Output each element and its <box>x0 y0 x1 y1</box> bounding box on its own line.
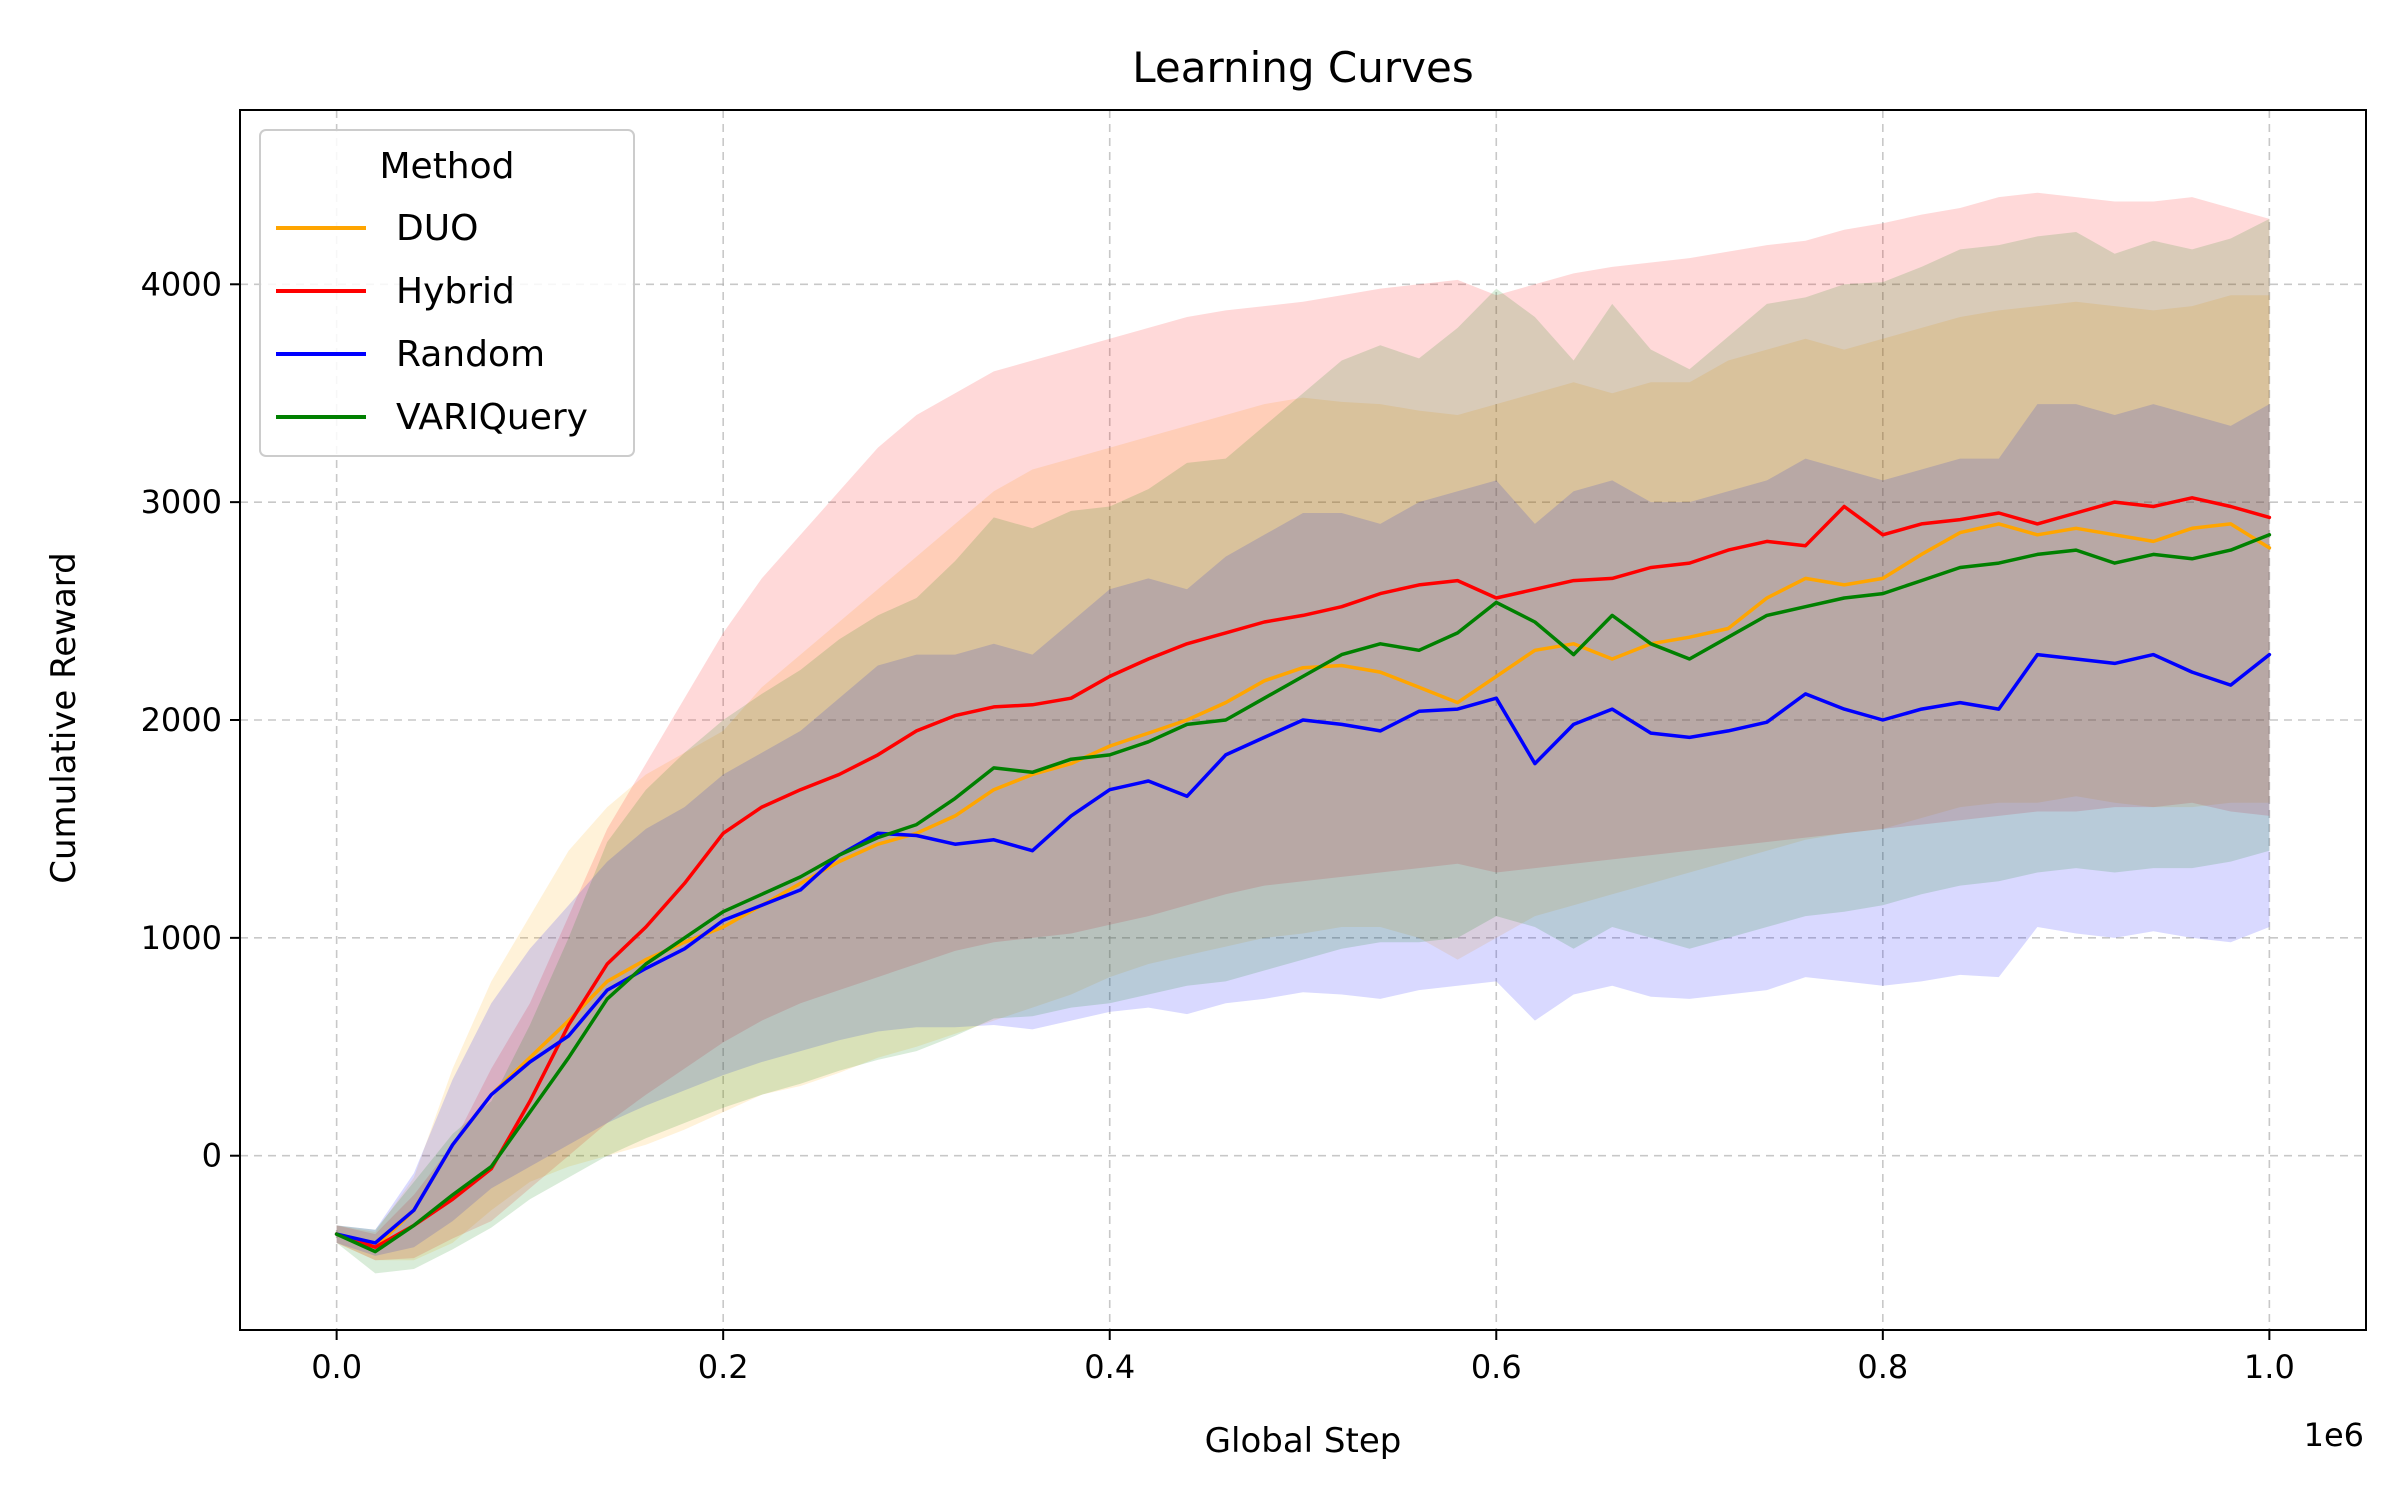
chart-title: Learning Curves <box>1132 43 1473 92</box>
hybrid-band <box>336 192 2270 1261</box>
duo-band <box>336 295 2270 1261</box>
hybrid-line <box>334 496 2272 1249</box>
y-tick-label: 0 <box>202 1137 222 1175</box>
legend-label-random: Random <box>396 334 545 375</box>
x-axis-offset-label: 1e6 <box>2304 1416 2364 1454</box>
random-line <box>334 652 2272 1245</box>
y-tick-label: 2000 <box>141 701 222 739</box>
legend-label-hybrid: Hybrid <box>396 271 515 312</box>
y-tick-label: 4000 <box>141 265 222 303</box>
y-tick-label: 3000 <box>141 483 222 521</box>
x-axis-title: Global Step <box>1205 1421 1402 1461</box>
x-tick-label: 0.2 <box>698 1348 749 1386</box>
legend-entries: DUO Hybrid Random VARIQuery <box>276 208 588 438</box>
x-tick-label: 0.0 <box>311 1348 362 1386</box>
confidence-bands <box>336 192 2270 1274</box>
legend: Method DUO Hybrid Random VARIQuery <box>259 129 635 457</box>
axis-ticks: 0.0 0.2 0.4 0.6 0.8 1.0 0 1000 2000 3000 4000 <box>141 265 2295 1386</box>
x-tick-label: 1.0 <box>2244 1348 2295 1386</box>
variquery-line <box>334 533 2272 1254</box>
x-tick-label: 0.6 <box>1471 1348 1522 1386</box>
legend-title: Method <box>379 146 514 187</box>
y-tick-label: 1000 <box>141 919 222 957</box>
y-axis-title: Cumulative Reward <box>44 552 84 883</box>
random-band <box>336 404 2270 1256</box>
variquery-band <box>336 218 2270 1274</box>
legend-label-variquery: VARIQuery <box>396 397 588 438</box>
legend-label-duo: DUO <box>396 208 478 249</box>
series-lines <box>334 496 2272 1254</box>
x-tick-label: 0.8 <box>1857 1348 1908 1386</box>
x-tick-label: 0.4 <box>1084 1348 1135 1386</box>
legend-box <box>259 129 635 457</box>
